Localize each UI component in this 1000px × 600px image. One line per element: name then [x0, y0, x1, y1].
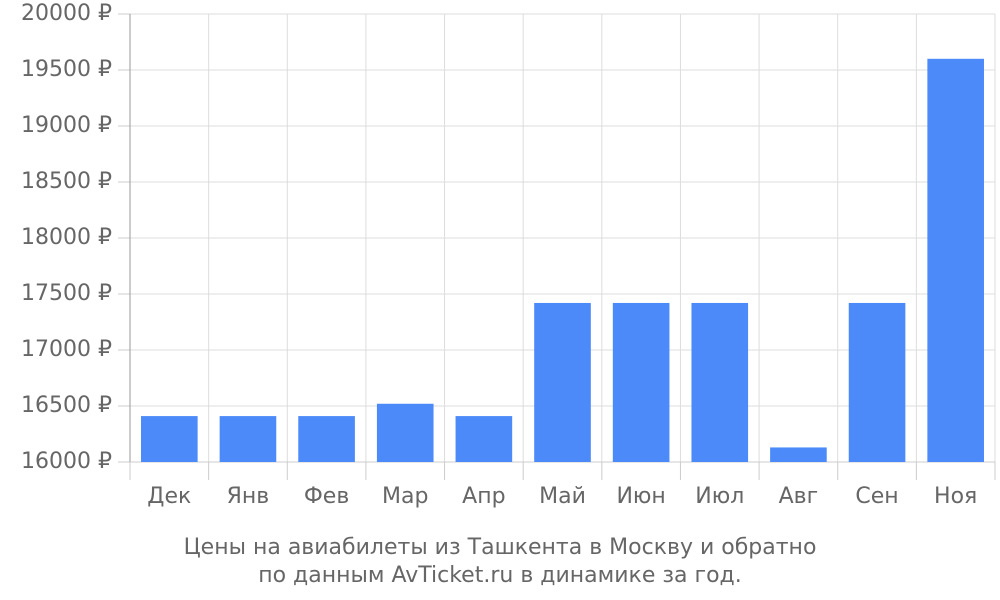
bar	[927, 58, 984, 463]
bar	[219, 416, 277, 462]
bar	[376, 403, 434, 462]
bar	[141, 416, 198, 462]
y-tick-label: 17500 ₽	[21, 281, 112, 306]
y-tick-label: 18000 ₽	[21, 225, 112, 250]
chart-title: по данным AvTicket.ru в динамике за год.	[258, 563, 742, 588]
bar	[455, 416, 513, 462]
bar	[770, 447, 827, 462]
y-tick-label: 19500 ₽	[21, 57, 112, 82]
x-tick-label: Ноя	[934, 484, 977, 509]
y-tick-label: 16000 ₽	[21, 449, 112, 474]
x-tick-label: Янв	[227, 484, 270, 509]
y-tick-label: 16500 ₽	[21, 393, 112, 418]
x-tick-label: Авг	[779, 484, 819, 509]
x-tick-label: Сен	[855, 484, 898, 509]
bar	[534, 302, 591, 462]
chart-title: Цены на авиабилеты из Ташкента в Москву …	[184, 535, 817, 560]
bar	[691, 302, 749, 462]
x-tick-label: Апр	[462, 484, 505, 509]
x-tick-label: Июл	[695, 484, 744, 509]
bar	[612, 302, 670, 462]
y-tick-label: 17000 ₽	[21, 337, 112, 362]
x-tick-label: Дек	[147, 484, 191, 509]
y-tick-label: 18500 ₽	[21, 169, 112, 194]
x-tick-label: Июн	[616, 484, 665, 509]
y-tick-label: 19000 ₽	[21, 113, 112, 138]
x-tick-label: Май	[539, 484, 586, 509]
x-tick-label: Мар	[382, 484, 428, 509]
y-tick-label: 20000 ₽	[21, 1, 112, 26]
x-tick-label: Фев	[304, 484, 349, 509]
bar	[848, 302, 906, 462]
bar	[298, 416, 355, 462]
